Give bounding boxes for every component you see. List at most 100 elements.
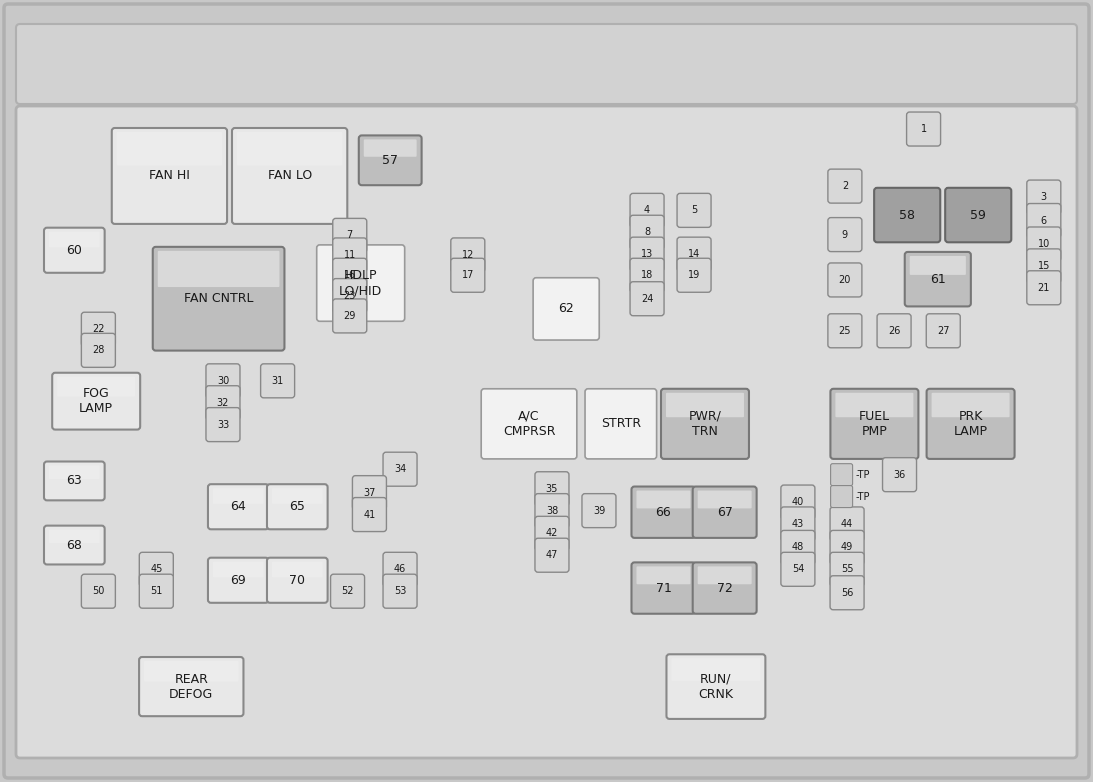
FancyBboxPatch shape — [81, 574, 116, 608]
Text: 40: 40 — [791, 497, 804, 507]
FancyBboxPatch shape — [16, 106, 1077, 758]
FancyBboxPatch shape — [534, 538, 569, 572]
FancyBboxPatch shape — [827, 169, 862, 203]
FancyBboxPatch shape — [780, 507, 815, 541]
FancyBboxPatch shape — [267, 558, 328, 603]
Text: 17: 17 — [461, 271, 474, 280]
FancyBboxPatch shape — [49, 529, 99, 543]
FancyBboxPatch shape — [780, 485, 815, 519]
FancyBboxPatch shape — [1026, 249, 1061, 283]
Text: 51: 51 — [150, 586, 163, 596]
FancyBboxPatch shape — [332, 278, 367, 313]
Text: 62: 62 — [559, 303, 574, 315]
Text: 20: 20 — [838, 275, 851, 285]
FancyBboxPatch shape — [44, 461, 105, 500]
FancyBboxPatch shape — [632, 562, 695, 614]
Text: 19: 19 — [687, 271, 701, 280]
FancyBboxPatch shape — [666, 393, 744, 418]
FancyBboxPatch shape — [272, 488, 322, 504]
Text: 3: 3 — [1041, 192, 1047, 202]
Text: 58: 58 — [900, 209, 915, 221]
Text: 7: 7 — [346, 231, 353, 240]
Text: 64: 64 — [231, 500, 246, 513]
Text: 6: 6 — [1041, 216, 1047, 225]
FancyBboxPatch shape — [139, 657, 244, 716]
Text: 61: 61 — [930, 273, 945, 285]
FancyBboxPatch shape — [208, 484, 269, 529]
FancyBboxPatch shape — [144, 661, 238, 682]
FancyBboxPatch shape — [260, 364, 295, 398]
FancyBboxPatch shape — [677, 258, 712, 292]
Text: 2: 2 — [842, 181, 848, 191]
FancyBboxPatch shape — [44, 228, 105, 273]
FancyBboxPatch shape — [830, 530, 865, 565]
FancyBboxPatch shape — [81, 333, 116, 368]
FancyBboxPatch shape — [827, 314, 862, 348]
FancyBboxPatch shape — [945, 188, 1011, 242]
Text: 68: 68 — [67, 539, 82, 551]
Text: 41: 41 — [363, 510, 376, 519]
FancyBboxPatch shape — [481, 389, 577, 459]
FancyBboxPatch shape — [581, 493, 616, 528]
Text: 9: 9 — [842, 230, 848, 239]
FancyBboxPatch shape — [830, 576, 865, 610]
Text: 24: 24 — [640, 294, 654, 303]
Text: FAN LO: FAN LO — [268, 170, 312, 182]
FancyBboxPatch shape — [153, 247, 284, 350]
FancyBboxPatch shape — [667, 655, 765, 719]
Text: 43: 43 — [791, 519, 804, 529]
Text: -TP: -TP — [856, 470, 870, 479]
FancyBboxPatch shape — [831, 389, 918, 459]
FancyBboxPatch shape — [780, 530, 815, 565]
Text: REAR
DEFOG: REAR DEFOG — [169, 673, 213, 701]
Text: 53: 53 — [393, 586, 407, 596]
FancyBboxPatch shape — [534, 493, 569, 528]
Text: 29: 29 — [343, 311, 356, 321]
FancyBboxPatch shape — [661, 389, 749, 459]
FancyBboxPatch shape — [697, 490, 752, 508]
Text: 60: 60 — [67, 244, 82, 256]
Text: 65: 65 — [290, 500, 305, 513]
Text: FAN CNTRL: FAN CNTRL — [184, 292, 254, 305]
Text: 36: 36 — [893, 470, 906, 479]
Text: HDLP
LO/HID: HDLP LO/HID — [339, 269, 383, 297]
Text: 44: 44 — [841, 519, 854, 529]
FancyBboxPatch shape — [636, 566, 691, 584]
FancyBboxPatch shape — [906, 112, 941, 146]
FancyBboxPatch shape — [117, 132, 222, 166]
FancyBboxPatch shape — [237, 132, 342, 166]
Text: 1: 1 — [920, 124, 927, 134]
Text: 35: 35 — [545, 484, 559, 493]
Text: 8: 8 — [644, 228, 650, 237]
Text: 34: 34 — [393, 465, 407, 474]
FancyBboxPatch shape — [383, 574, 418, 608]
FancyBboxPatch shape — [877, 314, 912, 348]
Text: 13: 13 — [640, 249, 654, 259]
Text: 71: 71 — [656, 582, 671, 594]
Text: 21: 21 — [1037, 283, 1050, 292]
FancyBboxPatch shape — [49, 231, 99, 247]
FancyBboxPatch shape — [208, 558, 269, 603]
Text: FOG
LAMP: FOG LAMP — [79, 387, 114, 415]
Text: 11: 11 — [343, 250, 356, 260]
FancyBboxPatch shape — [931, 393, 1010, 418]
FancyBboxPatch shape — [332, 299, 367, 333]
Text: 39: 39 — [592, 506, 606, 515]
FancyBboxPatch shape — [780, 552, 815, 586]
FancyBboxPatch shape — [383, 452, 418, 486]
Text: 38: 38 — [545, 506, 559, 515]
Text: 16: 16 — [343, 271, 356, 280]
Text: 54: 54 — [791, 565, 804, 574]
FancyBboxPatch shape — [57, 377, 136, 396]
FancyBboxPatch shape — [632, 486, 695, 538]
Text: 59: 59 — [971, 209, 986, 221]
FancyBboxPatch shape — [693, 562, 756, 614]
Text: 27: 27 — [937, 326, 950, 335]
FancyBboxPatch shape — [693, 486, 756, 538]
FancyBboxPatch shape — [1026, 180, 1061, 214]
Text: 72: 72 — [717, 582, 732, 594]
FancyBboxPatch shape — [157, 251, 280, 287]
Text: 49: 49 — [841, 543, 854, 552]
FancyBboxPatch shape — [139, 552, 174, 586]
Text: 33: 33 — [216, 420, 230, 429]
